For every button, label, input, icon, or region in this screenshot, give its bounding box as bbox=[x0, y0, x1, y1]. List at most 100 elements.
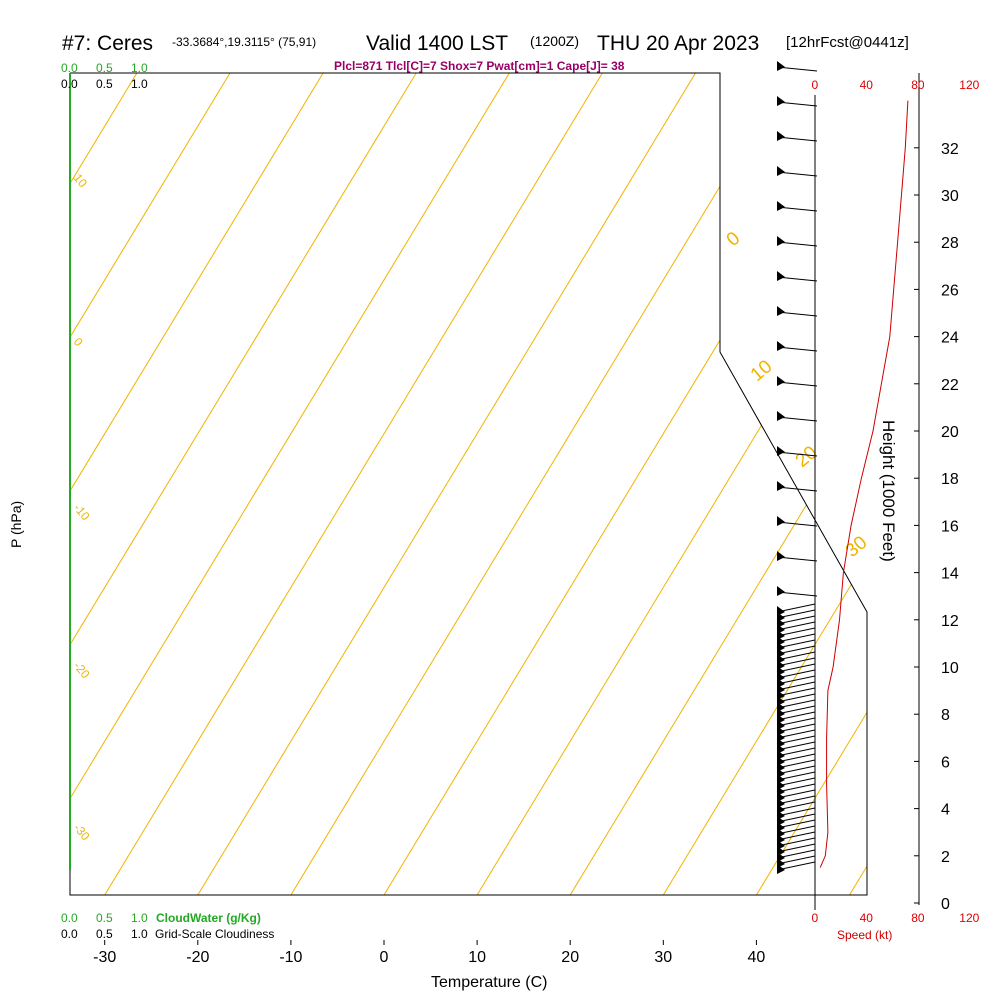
wind-barb-staff bbox=[776, 681, 816, 691]
wind-barb-flag bbox=[777, 446, 785, 456]
wind-barb-staff bbox=[776, 639, 816, 649]
isotherm-line bbox=[755, 73, 867, 895]
wind-barb-flag bbox=[777, 864, 785, 874]
cloudiness-tick-top: 1.0 bbox=[131, 77, 148, 91]
wind-barb-staff bbox=[776, 171, 818, 177]
dry-adiabat-label: 10 bbox=[71, 171, 91, 190]
height-tick-label: 10 bbox=[941, 660, 959, 677]
isotherm-line bbox=[849, 73, 867, 895]
height-tick-label: 16 bbox=[941, 518, 959, 535]
height-tick-label: 28 bbox=[941, 235, 959, 252]
moist-adiabat-label: 0 bbox=[723, 228, 745, 251]
height-tick-label: 4 bbox=[941, 802, 950, 819]
cloudiness-tick-bottom: 1.0 bbox=[131, 927, 148, 941]
wind-barb-flag bbox=[777, 131, 785, 141]
isotherm-line bbox=[476, 73, 867, 895]
wind-barb-staff bbox=[776, 663, 816, 673]
wind-barb-staff bbox=[776, 699, 816, 709]
isotherm-line bbox=[0, 73, 44, 895]
isotherm-line bbox=[70, 73, 510, 895]
cloud-axis-ticks: 0.0 0.0 0.5 0.5 1.0 1.0 0.0 0.0 0.5 0.5 1.0 1.0 bbox=[61, 61, 148, 941]
wind-barb-flag bbox=[777, 341, 785, 351]
wind-barb-staff bbox=[776, 556, 818, 562]
height-tick-label: 12 bbox=[941, 613, 959, 630]
wind-barb-staff bbox=[776, 705, 816, 715]
wind-barb-staff bbox=[776, 837, 816, 847]
cloudwater-tick-bottom: 0.0 bbox=[61, 911, 78, 925]
isotherm-line bbox=[383, 73, 867, 895]
isotherm-line bbox=[290, 73, 790, 895]
wind-barb-staff bbox=[776, 765, 816, 775]
wind-barb-staff bbox=[776, 675, 816, 685]
wind-barb-staff bbox=[776, 783, 816, 793]
wind-barb-staff bbox=[776, 813, 816, 823]
wind-barb-flag bbox=[777, 481, 785, 491]
dry-adiabat-label: 0 bbox=[71, 335, 86, 349]
station-coords: -33.3684°,19.3115° (75,91) bbox=[172, 35, 316, 49]
temperature-axis-label: Temperature (C) bbox=[431, 974, 547, 991]
cloudwater-tick-bottom: 1.0 bbox=[131, 911, 148, 925]
isotherm-line bbox=[70, 73, 417, 895]
wind-barb-staff bbox=[776, 66, 818, 72]
height-tick-label: 2 bbox=[941, 849, 950, 866]
wind-barb-staff bbox=[776, 855, 816, 865]
wind-barb-staff bbox=[776, 711, 816, 721]
wind-barb-staff bbox=[776, 789, 816, 799]
height-axis-label: Height (1000 Feet) bbox=[879, 420, 898, 562]
wind-barb-staff bbox=[776, 741, 816, 751]
temperature-tick-label: -30 bbox=[93, 949, 116, 966]
height-tick-label: 30 bbox=[941, 188, 959, 205]
height-tick-label: 0 bbox=[941, 896, 950, 913]
wind-speed-profile bbox=[819, 100, 909, 868]
height-tick-label: 18 bbox=[941, 471, 959, 488]
wind-barb-staff bbox=[776, 609, 816, 619]
wind-barb-staff bbox=[776, 819, 816, 829]
temperature-tick-label: 0 bbox=[380, 949, 389, 966]
wind-barb-staff bbox=[776, 621, 816, 631]
isotherm-line bbox=[70, 73, 231, 895]
isotherm-line bbox=[70, 73, 324, 895]
cloudwater-tick-top: 0.5 bbox=[96, 61, 113, 75]
dry-adiabat-label: -30 bbox=[71, 821, 93, 844]
wind-barb-staff bbox=[776, 521, 818, 527]
height-tick-label: 20 bbox=[941, 424, 959, 441]
wind-barb-staff bbox=[776, 849, 816, 859]
wind-barb-staff bbox=[776, 206, 818, 212]
wind-barb-staff bbox=[776, 591, 818, 597]
wind-barb-staff bbox=[776, 723, 816, 733]
wind-barb-flag bbox=[777, 586, 785, 596]
wind-barb-flag bbox=[777, 516, 785, 526]
speed-tick-label-bottom: 0 bbox=[812, 911, 819, 925]
speed-axis-label: Speed (kt) bbox=[837, 928, 892, 942]
temperature-tick-label: 40 bbox=[748, 949, 766, 966]
cloudwater-tick-top: 1.0 bbox=[131, 61, 148, 75]
wind-barb-flag bbox=[777, 236, 785, 246]
wind-barb-staff bbox=[776, 657, 816, 667]
speed-tick-label-top: 0 bbox=[812, 78, 819, 92]
valid-date: THU 20 Apr 2023 bbox=[597, 32, 759, 55]
utc-time: (1200Z) bbox=[530, 33, 579, 49]
wind-barb-staff bbox=[776, 825, 816, 835]
station-title: #7: Ceres bbox=[62, 32, 153, 55]
temperature-tick-label: -20 bbox=[186, 949, 209, 966]
dry-adiabat-label: -20 bbox=[71, 659, 93, 682]
wind-barb-flag bbox=[777, 61, 785, 71]
isotherm-line bbox=[569, 73, 867, 895]
wind-barb-flag bbox=[777, 551, 785, 561]
cloudwater-tick-bottom: 0.5 bbox=[96, 911, 113, 925]
isotherm-line bbox=[197, 73, 696, 895]
cloudwater-tick-top: 0.0 bbox=[61, 61, 78, 75]
wind-barb-staff bbox=[776, 801, 816, 811]
cloudiness-tick-bottom: 0.5 bbox=[96, 927, 113, 941]
cloudiness-tick-bottom: 0.0 bbox=[61, 927, 78, 941]
plot-frame bbox=[69, 72, 868, 896]
temperature-tick-label: -10 bbox=[279, 949, 302, 966]
wind-barb-staff bbox=[776, 241, 818, 247]
cloudwater-label: CloudWater (g/Kg) bbox=[156, 911, 261, 925]
temperature-tick-label: 20 bbox=[561, 949, 579, 966]
height-tick-label: 22 bbox=[941, 377, 959, 394]
isotherm-line bbox=[104, 73, 603, 895]
